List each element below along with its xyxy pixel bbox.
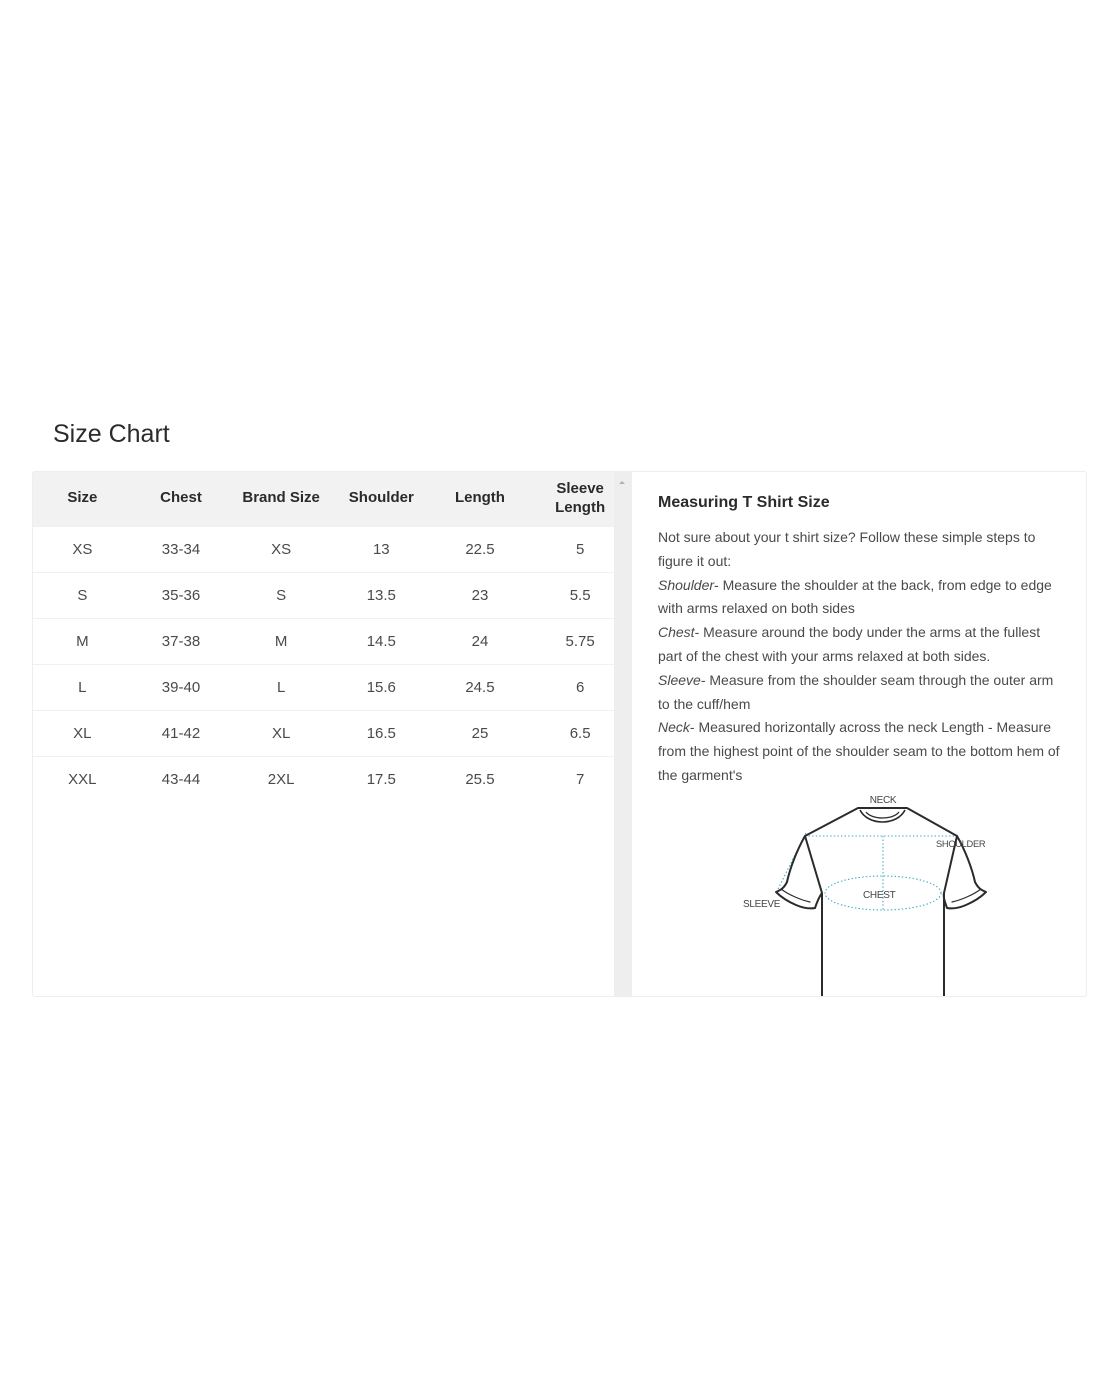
svg-text:SLEEVE: SLEEVE (743, 899, 781, 910)
svg-text:NECK: NECK (870, 795, 897, 806)
svg-text:CHEST: CHEST (863, 890, 896, 901)
svg-text:SHOULDER: SHOULDER (936, 839, 986, 849)
